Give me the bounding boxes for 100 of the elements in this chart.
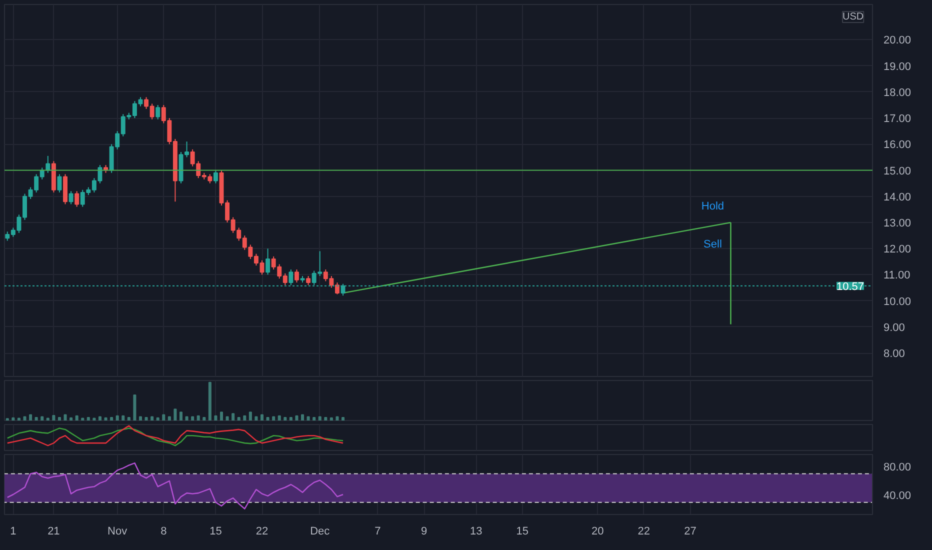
bar (17, 418, 20, 420)
y-tick-label: 15.00 (884, 165, 912, 178)
line-series (6, 462, 344, 510)
bar (104, 417, 108, 420)
bar (64, 414, 67, 420)
bar (272, 416, 276, 420)
candlestick (57, 174, 62, 193)
x-tick-label: Dec (310, 526, 330, 538)
y-axis-title: USD (842, 12, 864, 22)
x-tick-label: 15 (210, 526, 222, 538)
bar (92, 418, 96, 420)
bar (29, 414, 32, 420)
bar (306, 416, 310, 420)
bar (248, 412, 252, 420)
bar (220, 412, 224, 420)
bar (330, 417, 333, 420)
y-tick-label: 10.00 (884, 296, 912, 308)
bar (295, 415, 298, 420)
y-tick-label: 11.00 (884, 270, 910, 282)
bar (284, 416, 287, 420)
bar (70, 417, 73, 420)
bar (40, 416, 44, 420)
candlestick (306, 275, 311, 286)
bar (98, 416, 102, 420)
bar (34, 416, 38, 420)
bar (214, 415, 218, 420)
y-tick-label: 17.00 (884, 113, 912, 126)
bar (23, 416, 26, 420)
x-tick-label: 7 (374, 526, 381, 538)
bar (208, 382, 212, 420)
x-tick-label: Nov (108, 526, 128, 538)
bar (116, 415, 119, 420)
bar (162, 414, 166, 420)
y-tick-label: 12.00 (884, 244, 912, 256)
annotation: Hold (701, 200, 724, 212)
y-tick-label: 20.00 (884, 34, 912, 47)
x-tick-label: 9 (420, 526, 428, 538)
bar (342, 416, 345, 420)
bar (266, 416, 270, 420)
ref-line-label: 10.57 (836, 280, 864, 293)
x-tick-label: 1 (10, 526, 16, 538)
bar (150, 416, 154, 420)
bar (312, 416, 316, 420)
x-tick-label: 22 (638, 526, 650, 538)
bar (226, 416, 229, 420)
y-tick-label: 14.00 (884, 191, 912, 204)
x-tick-label: 8 (160, 526, 167, 538)
y-tick-label: 40.00 (884, 490, 912, 502)
bar (174, 408, 177, 420)
candlestick (288, 268, 294, 286)
bar (237, 416, 240, 420)
bar (179, 412, 183, 420)
candlestick (266, 248, 270, 276)
bar (196, 415, 200, 420)
candlestick (294, 268, 299, 284)
y-tick-label: 9.00 (884, 322, 905, 334)
bar (156, 417, 160, 420)
x-tick-label: 21 (48, 526, 60, 538)
candlestick (46, 155, 50, 174)
bar (75, 415, 78, 420)
y-tick-label: 13.00 (884, 217, 912, 230)
bar (133, 394, 136, 420)
bar (191, 416, 194, 420)
bar (232, 413, 235, 420)
bar (168, 416, 171, 420)
x-tick-label: 15 (516, 526, 529, 538)
x-tick-label: 20 (592, 526, 604, 538)
bar (138, 416, 142, 420)
y-tick-label: 19.00 (884, 60, 912, 73)
bar (289, 416, 292, 420)
x-tick-label: 13 (470, 526, 482, 538)
bar (127, 416, 130, 420)
bar (301, 414, 304, 420)
bar (185, 416, 188, 420)
bar (86, 416, 90, 420)
bar (324, 416, 328, 420)
annotation: Sell (704, 238, 722, 250)
y-tick-label: 18.00 (884, 86, 912, 99)
bar (336, 416, 339, 420)
bar (46, 418, 50, 420)
bar (81, 418, 84, 420)
bar (144, 416, 148, 420)
x-tick-label: 22 (256, 526, 268, 538)
x-tick-label: 27 (684, 526, 696, 538)
bar (278, 415, 281, 420)
bar (110, 416, 114, 420)
y-tick-label: 16.00 (884, 139, 912, 152)
y-tick-label: 8.00 (884, 348, 905, 360)
bar (202, 416, 206, 420)
bar (52, 415, 56, 420)
bar (243, 415, 246, 420)
y-tick-label: 80.00 (884, 462, 912, 474)
candlestick (156, 104, 160, 120)
bar (254, 416, 258, 420)
bar (260, 414, 264, 420)
bar (122, 415, 125, 420)
candlestick (213, 170, 218, 184)
candlestick (74, 190, 80, 208)
bar (318, 416, 322, 420)
bar (12, 417, 15, 420)
